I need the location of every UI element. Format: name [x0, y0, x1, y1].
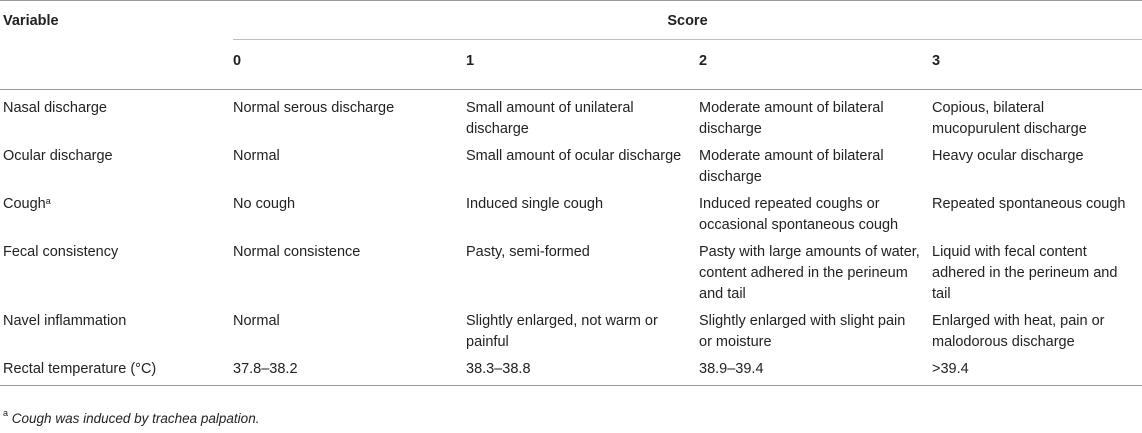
- score-cell: Repeated spontaneous cough: [932, 191, 1142, 239]
- score-text: Pasty, semi-formed: [466, 244, 590, 260]
- header-row-primary: Variable Score: [0, 0, 1142, 40]
- score-cell: Pasty with large amounts of water, conte…: [699, 239, 932, 308]
- scoring-table: Variable Score 0 1 2 3 Nasal discharge N…: [0, 0, 1142, 386]
- footnote-mark: a: [3, 408, 9, 418]
- footnote-text: Cough was induced by trachea palpation.: [11, 411, 260, 426]
- variable-label: Nasal discharge: [3, 100, 107, 116]
- score-cell: Liquid with fecal content adhered in the…: [932, 239, 1142, 308]
- variable-label: Navel inflammation: [3, 313, 127, 329]
- variable-cell: Navel inflammation: [0, 308, 233, 356]
- table-row: Cougha No cough Induced single cough Ind…: [0, 191, 1142, 239]
- score-cell: Small amount of unilateral discharge: [466, 90, 699, 144]
- score-cell: 38.9–39.4: [699, 356, 932, 386]
- score-cell: Heavy ocular discharge: [932, 143, 1142, 191]
- score-cell: Induced repeated coughs or occasional sp…: [699, 191, 932, 239]
- variable-cell: Fecal consistency: [0, 239, 233, 308]
- score-text: Induced single cough: [466, 196, 604, 212]
- score-text: Normal consistence: [233, 244, 361, 260]
- variable-label: Cough: [3, 196, 46, 212]
- table-row: Navel inflammation Normal Slightly enlar…: [0, 308, 1142, 356]
- score-cell: Normal: [233, 308, 466, 356]
- score-cell: Moderate amount of bilateral discharge: [699, 143, 932, 191]
- score-text: >39.4: [932, 361, 969, 377]
- score-text: Heavy ocular discharge: [932, 148, 1084, 164]
- score-cell: Enlarged with heat, pain or malodorous d…: [932, 308, 1142, 356]
- score-text: 38.3–38.8: [466, 361, 531, 377]
- score-cell: Pasty, semi-formed: [466, 239, 699, 308]
- score-text: 38.9–39.4: [699, 361, 764, 377]
- score-text: Slightly enlarged with slight pain or mo…: [699, 313, 906, 350]
- table-row: Nasal discharge Normal serous discharge …: [0, 90, 1142, 144]
- variable-label: Fecal consistency: [3, 244, 119, 260]
- score-cell: 37.8–38.2: [233, 356, 466, 386]
- score-text: 37.8–38.2: [233, 361, 298, 377]
- table-row: Fecal consistency Normal consistence Pas…: [0, 239, 1142, 308]
- column-header-variable: Variable: [0, 0, 233, 40]
- score-text: Small amount of ocular discharge: [466, 148, 682, 164]
- variable-cell: Nasal discharge: [0, 90, 233, 144]
- score-text: Pasty with large amounts of water, conte…: [699, 244, 920, 302]
- score-text: Induced repeated coughs or occasional sp…: [699, 196, 899, 233]
- table-row: Ocular discharge Normal Small amount of …: [0, 143, 1142, 191]
- score-cell: Normal consistence: [233, 239, 466, 308]
- score-cell: 38.3–38.8: [466, 356, 699, 386]
- score-cell: Moderate amount of bilateral discharge: [699, 90, 932, 144]
- variable-cell: Rectal temperature (°C): [0, 356, 233, 386]
- score-text: Enlarged with heat, pain or malodorous d…: [932, 313, 1105, 350]
- score-level-2: 2: [699, 39, 932, 90]
- score-cell: Normal: [233, 143, 466, 191]
- variable-label-with-mark: Cougha: [3, 194, 233, 215]
- score-text: Moderate amount of bilateral discharge: [699, 148, 884, 185]
- column-header-score: Score: [233, 0, 1142, 40]
- variable-cell: Cougha: [0, 191, 233, 239]
- score-cell: Normal serous discharge: [233, 90, 466, 144]
- score-cell: No cough: [233, 191, 466, 239]
- column-header-blank: [0, 39, 233, 90]
- score-text: Copious, bilateral mucopurulent discharg…: [932, 100, 1087, 137]
- score-text: Small amount of unilateral discharge: [466, 100, 634, 137]
- table-footnote: a Cough was induced by trachea palpation…: [3, 408, 260, 426]
- variable-cell: Ocular discharge: [0, 143, 233, 191]
- score-level-3: 3: [932, 39, 1142, 90]
- table-row: Rectal temperature (°C) 37.8–38.2 38.3–3…: [0, 356, 1142, 386]
- score-cell: Slightly enlarged with slight pain or mo…: [699, 308, 932, 356]
- score-text: Normal: [233, 148, 280, 164]
- score-cell: Small amount of ocular discharge: [466, 143, 699, 191]
- score-text: Moderate amount of bilateral discharge: [699, 100, 884, 137]
- score-text: No cough: [233, 196, 296, 212]
- score-text: Liquid with fecal content adhered in the…: [932, 244, 1118, 302]
- score-cell: Copious, bilateral mucopurulent discharg…: [932, 90, 1142, 144]
- score-text: Normal: [233, 313, 280, 329]
- score-cell: Induced single cough: [466, 191, 699, 239]
- variable-label: Ocular discharge: [3, 148, 113, 164]
- score-cell: >39.4: [932, 356, 1142, 386]
- score-level-0: 0: [233, 39, 466, 90]
- score-text: Repeated spontaneous cough: [932, 196, 1126, 212]
- variable-label: Rectal temperature (°C): [3, 361, 157, 377]
- header-row-score-levels: 0 1 2 3: [0, 39, 1142, 90]
- score-cell: Slightly enlarged, not warm or painful: [466, 308, 699, 356]
- score-level-1: 1: [466, 39, 699, 90]
- score-text: Slightly enlarged, not warm or painful: [466, 313, 658, 350]
- scoring-table-container: Variable Score 0 1 2 3 Nasal discharge N…: [0, 0, 1142, 386]
- footnote-mark: a: [45, 196, 51, 206]
- score-text: Normal serous discharge: [233, 100, 395, 116]
